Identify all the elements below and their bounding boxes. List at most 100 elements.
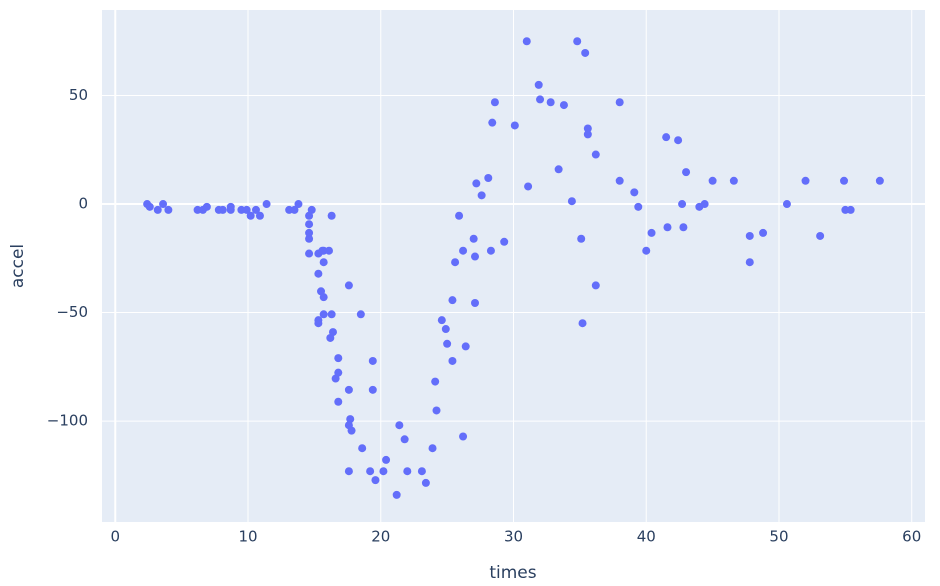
point: [471, 252, 480, 261]
point: [554, 165, 563, 174]
point: [630, 188, 639, 197]
point: [471, 299, 480, 308]
point: [346, 415, 355, 424]
point: [327, 211, 336, 220]
point: [546, 98, 555, 107]
point: [459, 432, 468, 441]
x-tick-label: 40: [637, 528, 656, 546]
point: [583, 124, 592, 133]
point: [488, 118, 497, 127]
point: [319, 293, 328, 302]
point: [662, 133, 671, 142]
point: [334, 368, 343, 377]
point: [145, 202, 154, 211]
point: [682, 168, 691, 177]
point: [567, 197, 576, 206]
point: [344, 281, 353, 290]
x-tick-label: 0: [111, 528, 121, 546]
point: [745, 231, 754, 240]
point: [371, 476, 380, 485]
point: [615, 176, 624, 185]
point: [431, 377, 440, 386]
point: [472, 179, 481, 188]
point: [469, 234, 478, 243]
point: [443, 339, 452, 348]
point: [319, 258, 328, 267]
point: [559, 101, 568, 110]
point: [524, 182, 533, 191]
point: [486, 246, 495, 255]
y-tick-label: 50: [69, 86, 88, 104]
point: [759, 228, 768, 237]
point: [490, 98, 499, 107]
point: [307, 205, 316, 214]
point: [451, 258, 460, 267]
point: [368, 385, 377, 394]
point: [846, 205, 855, 214]
point: [305, 249, 314, 258]
point: [484, 173, 493, 182]
point: [324, 246, 333, 255]
point: [678, 200, 687, 209]
point: [708, 176, 717, 185]
x-tick-label: 60: [902, 528, 921, 546]
point: [242, 205, 251, 214]
point: [327, 310, 336, 319]
point: [679, 223, 688, 232]
point: [334, 397, 343, 406]
point: [534, 80, 543, 89]
point: [448, 296, 457, 305]
point: [344, 467, 353, 476]
point: [782, 200, 791, 209]
point: [294, 200, 303, 209]
point: [319, 310, 328, 319]
point: [314, 319, 323, 328]
point: [218, 205, 227, 214]
point: [500, 237, 509, 246]
y-tick-label: −50: [56, 303, 88, 321]
y-tick-label: −100: [47, 412, 88, 430]
point: [634, 202, 643, 211]
point: [395, 421, 404, 430]
point: [729, 176, 738, 185]
point: [591, 281, 600, 290]
point: [417, 467, 426, 476]
point: [510, 121, 519, 130]
point: [382, 455, 391, 464]
point: [202, 202, 211, 211]
y-axis-title: accel: [8, 244, 28, 288]
point: [251, 205, 260, 214]
point: [428, 444, 437, 453]
point: [522, 37, 531, 46]
point: [344, 385, 353, 394]
point: [801, 176, 810, 185]
point: [477, 191, 486, 200]
point: [573, 37, 582, 46]
point: [577, 234, 586, 243]
point: [700, 200, 709, 209]
point: [290, 205, 299, 214]
point: [461, 342, 470, 351]
point: [642, 246, 651, 255]
point: [432, 406, 441, 415]
point: [246, 211, 255, 220]
point: [305, 228, 314, 237]
point: [392, 490, 401, 499]
point: [448, 356, 457, 365]
x-tick-label: 30: [504, 528, 523, 546]
point: [379, 467, 388, 476]
x-tick-label: 20: [371, 528, 390, 546]
point: [875, 176, 884, 185]
point: [403, 467, 412, 476]
point: [816, 231, 825, 240]
point: [226, 205, 235, 214]
point: [262, 200, 271, 209]
point: [366, 467, 375, 476]
point: [647, 228, 656, 237]
y-tick-label: 0: [78, 195, 88, 213]
point: [400, 435, 409, 444]
point: [437, 316, 446, 325]
point: [368, 356, 377, 365]
point: [356, 310, 365, 319]
